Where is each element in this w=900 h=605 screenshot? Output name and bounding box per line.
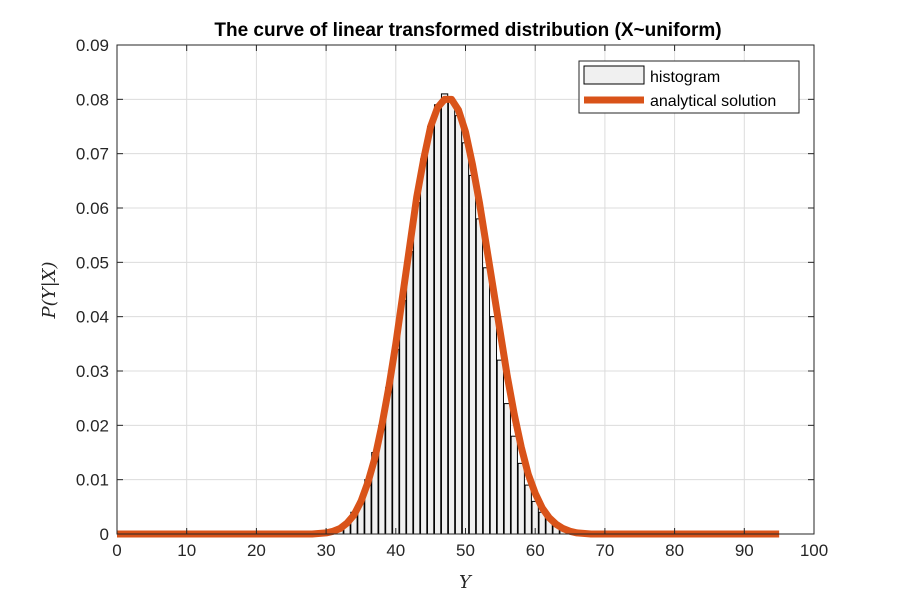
y-tick-label: 0.05 — [76, 253, 109, 272]
x-tick-label: 70 — [595, 541, 614, 560]
histogram-bar — [406, 250, 414, 535]
histogram-bar — [461, 142, 470, 535]
x-tick-label: 100 — [800, 541, 828, 560]
x-tick-label: 30 — [317, 541, 336, 560]
histogram-bar — [420, 158, 428, 535]
x-tick-label: 60 — [526, 541, 545, 560]
histogram-bar — [510, 435, 518, 535]
y-tick-label: 0.09 — [76, 36, 109, 55]
legend-histogram-label: histogram — [650, 69, 720, 86]
histogram-bar — [482, 267, 491, 535]
x-tick-label: 20 — [247, 541, 266, 560]
histogram-bar — [413, 202, 421, 535]
y-tick-label: 0.08 — [76, 90, 109, 109]
histogram-bar — [454, 115, 463, 535]
x-tick-label: 40 — [386, 541, 405, 560]
x-tick-label: 50 — [456, 541, 475, 560]
x-tick-label: 90 — [735, 541, 754, 560]
histogram-bar — [475, 218, 484, 535]
y-tick-label: 0 — [100, 525, 109, 544]
chart-title: The curve of linear transformed distribu… — [214, 20, 721, 41]
histogram-bar — [427, 126, 435, 535]
histogram-bar — [440, 93, 449, 535]
x-tick-label: 0 — [112, 541, 121, 560]
histogram-bar — [468, 174, 477, 535]
x-tick-label: 10 — [177, 541, 196, 560]
legend: histogram analytical solution — [578, 60, 800, 114]
y-tick-label: 0.03 — [76, 362, 109, 381]
legend-analytical-label: analytical solution — [650, 93, 776, 110]
histogram-bar — [433, 104, 442, 535]
x-tick-label: 80 — [665, 541, 684, 560]
y-tick-label: 0.04 — [76, 308, 109, 327]
analytical-solution-line — [117, 95, 780, 538]
x-axis-label: Y — [459, 572, 473, 593]
y-tick-label: 0.01 — [76, 471, 109, 490]
histogram-bar — [447, 98, 456, 535]
histogram-bar — [517, 462, 525, 535]
y-tick-label: 0.06 — [76, 199, 109, 218]
y-axis-label: P(Y|X) — [39, 262, 60, 320]
histogram-bar — [496, 359, 504, 535]
y-tick-label: 0.02 — [76, 416, 109, 435]
histogram-bar — [489, 316, 498, 535]
tick-layer: 0 10 20 30 40 50 60 70 80 90 100 0 0.01 0.02 0.03 0.04 0… — [76, 36, 828, 560]
analytical-curve-layer — [117, 95, 780, 538]
y-tick-label: 0.07 — [76, 145, 109, 164]
histogram-bar — [399, 299, 407, 535]
legend-histogram-swatch — [583, 65, 645, 85]
histogram-bar — [503, 403, 511, 535]
histogram-bar — [524, 484, 532, 535]
